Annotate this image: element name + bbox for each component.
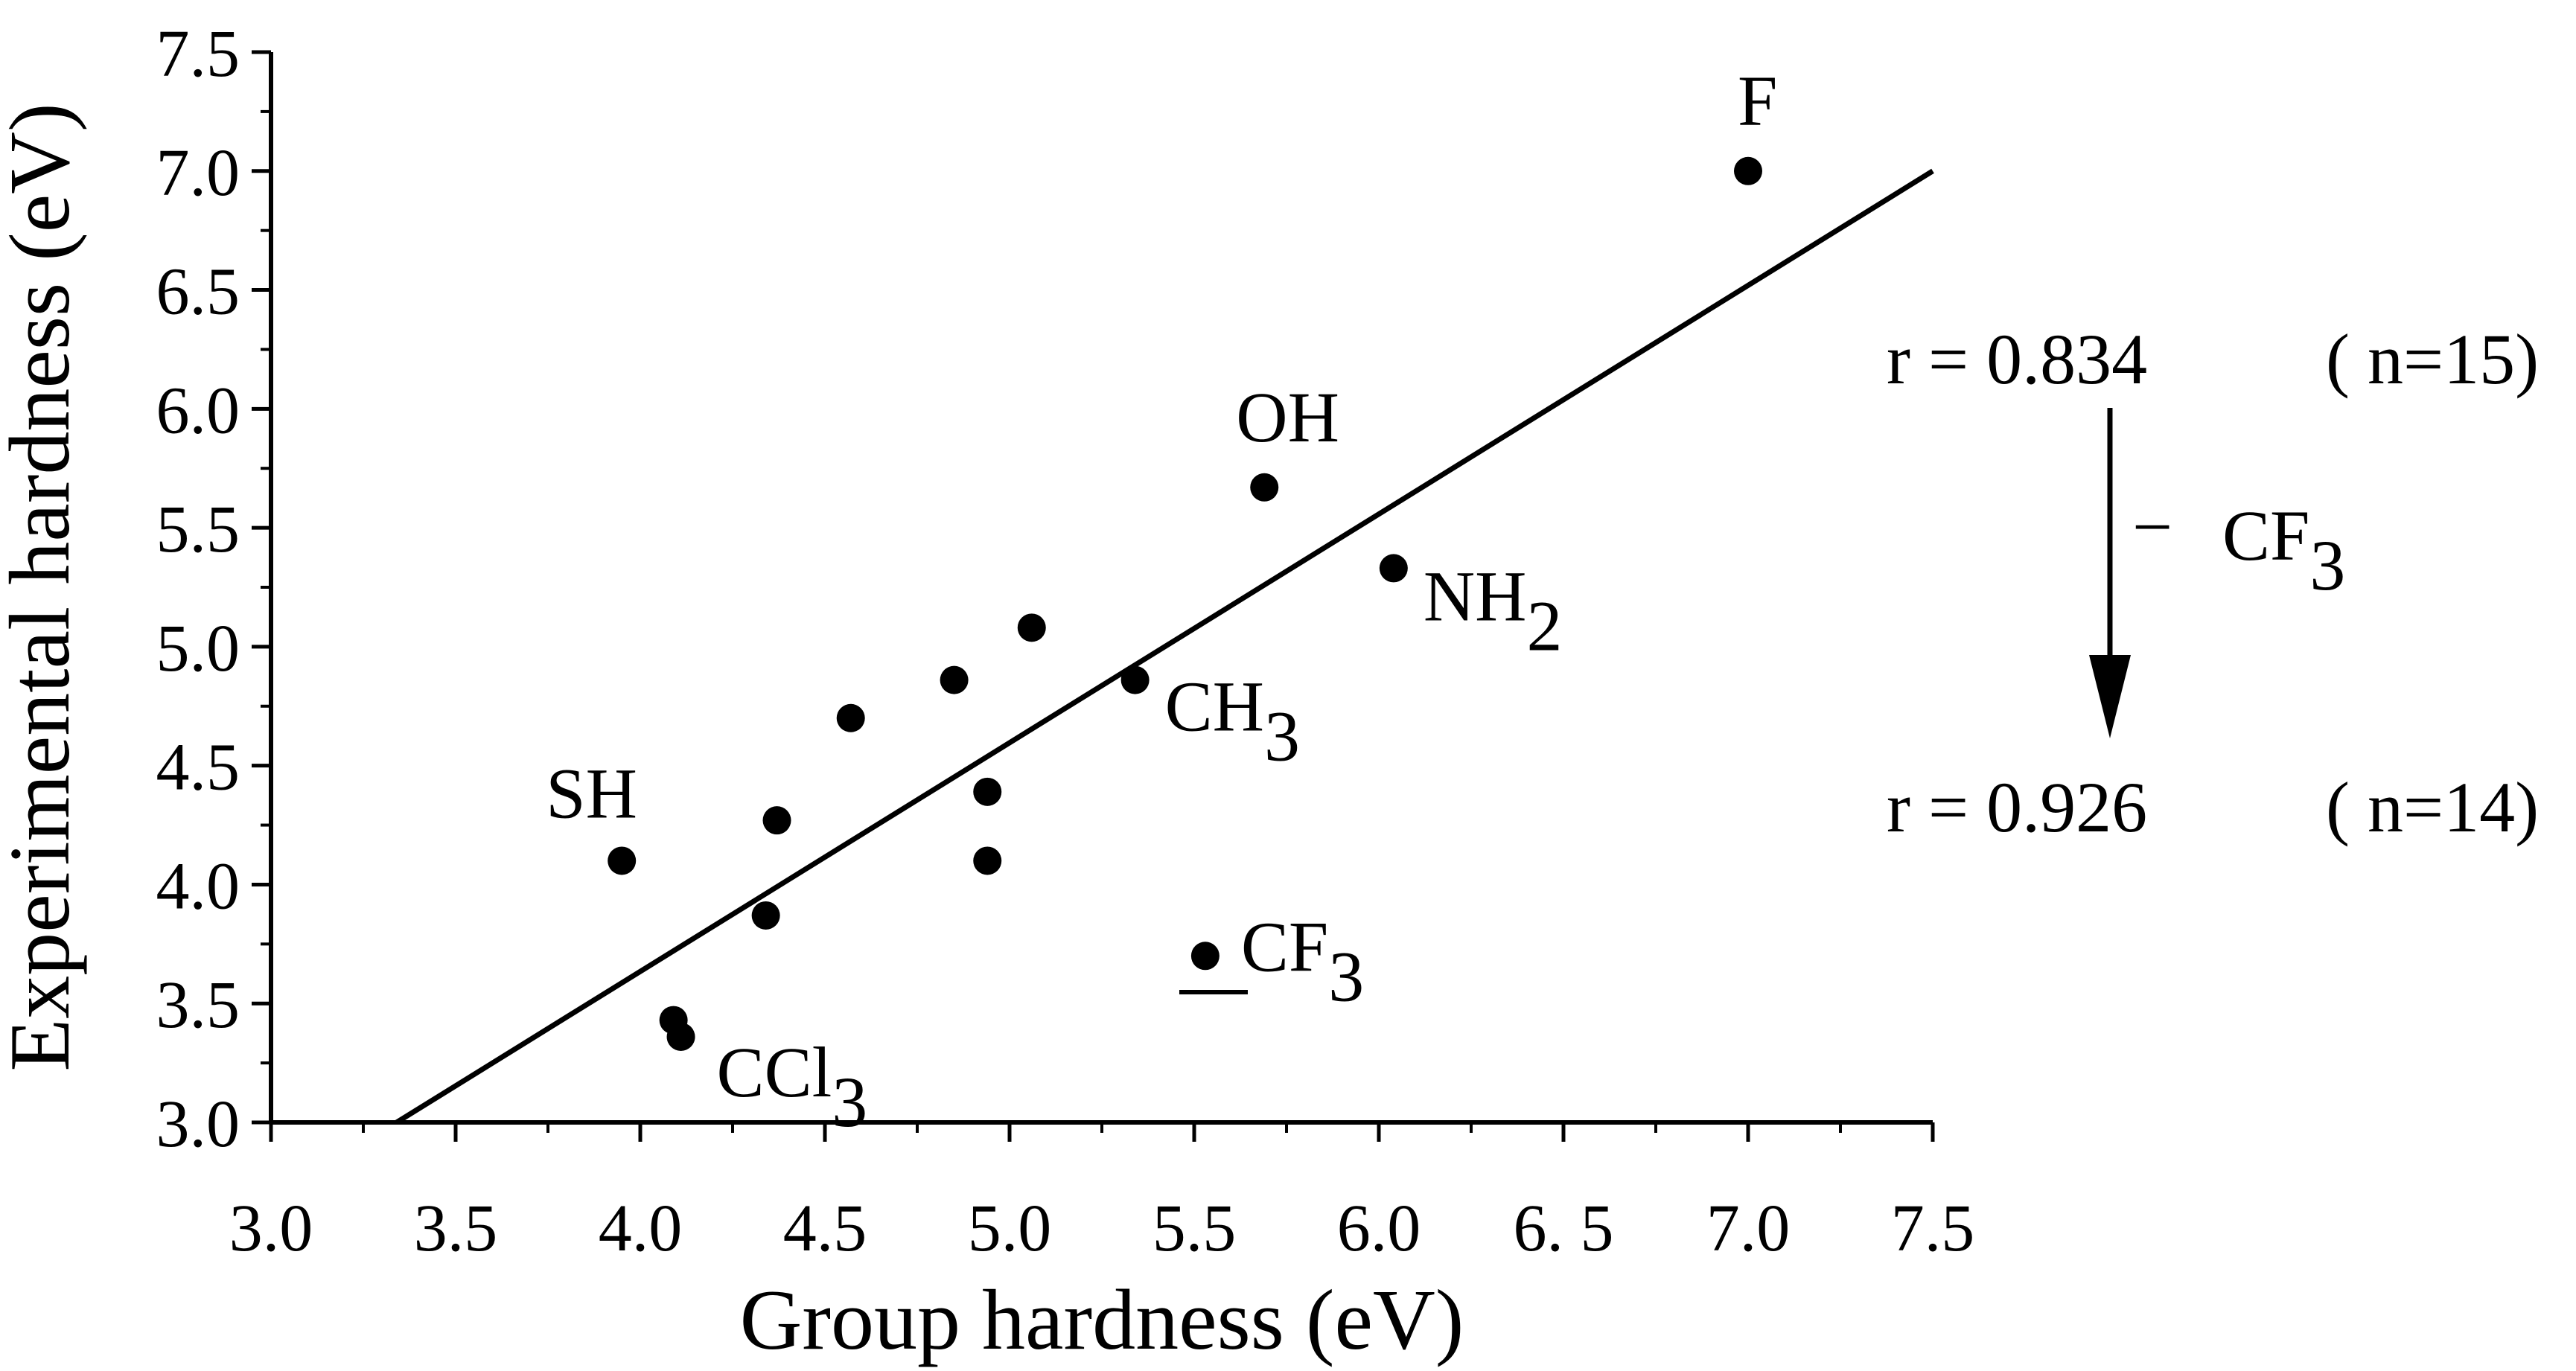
axes (269, 52, 1933, 1125)
data-point (973, 777, 1002, 806)
x-tick-label: 7.5 (1891, 1192, 1975, 1265)
data-point (940, 665, 969, 694)
data-point (751, 901, 780, 930)
y-tick-label: 4.5 (156, 731, 240, 805)
point-label: F (1738, 61, 1777, 141)
x-tick-label: 4.0 (599, 1192, 683, 1265)
n-after-label: ( n=14) (2326, 767, 2539, 847)
n-before-label: ( n=15) (2326, 319, 2539, 399)
removed-group-subscript: 3 (2309, 525, 2345, 605)
y-tick-label: 7.0 (156, 136, 240, 210)
point-label: CCl3 (717, 1032, 868, 1142)
data-point (1017, 613, 1046, 642)
x-axis-label: Group hardness (eV) (740, 1273, 1464, 1368)
point-label: SH (546, 753, 637, 833)
y-tick-label: 6.5 (156, 255, 240, 329)
y-tick-label: 5.0 (156, 612, 240, 686)
point-label: CF3 (1241, 907, 1364, 1016)
x-tick-label: 6. 5 (1514, 1192, 1614, 1265)
x-tick-label: 5.0 (968, 1192, 1052, 1265)
y-tick-label: 6.0 (156, 374, 240, 447)
removed-group-label: CF3 (2222, 496, 2345, 605)
y-tick-label: 7.5 (156, 17, 240, 91)
data-point (659, 1006, 688, 1035)
data-point (836, 703, 865, 732)
removed-prefix: − (2132, 487, 2172, 566)
data-point (608, 846, 637, 875)
data-point (1250, 473, 1279, 502)
removed-group-base: CF (2222, 496, 2309, 575)
data-point (1120, 665, 1150, 694)
data-point (1734, 156, 1762, 185)
y-axis-label: Experimental hardness (eV) (0, 103, 88, 1071)
point-labels: F OH NH2 CH3 CF3 SH CCl3 (546, 61, 1777, 1142)
fit-line (395, 168, 1934, 1125)
y-tick-label: 3.0 (156, 1087, 240, 1161)
tick-labels: 3.0 3.5 4.0 4.5 5.0 5.5 6.0 6. 5 7.0 7.5 3.0 3.5 4.0… (156, 17, 1975, 1265)
x-tick-label: 7.0 (1706, 1192, 1791, 1265)
x-tick-label: 6.0 (1337, 1192, 1421, 1265)
data-point (1190, 942, 1220, 971)
point-label: NH2 (1424, 556, 1563, 665)
x-tick-label: 5.5 (1152, 1192, 1237, 1265)
point-label: OH (1236, 377, 1339, 457)
correlation-annotation: r = 0.834 ( n=15) − CF3 r = 0.926 ( n=14… (1887, 319, 2539, 847)
y-tick-label: 3.5 (156, 968, 240, 1042)
r-before-label: r = 0.834 (1887, 319, 2147, 399)
r-after-label: r = 0.926 (1887, 767, 2147, 847)
ticks (252, 50, 1935, 1142)
point-label: CH3 (1165, 667, 1300, 776)
data-point (762, 806, 791, 835)
arrow-head (2089, 655, 2131, 738)
x-tick-label: 3.5 (414, 1192, 498, 1265)
x-tick-label: 4.5 (783, 1192, 867, 1265)
y-tick-label: 4.0 (156, 849, 240, 923)
data-points (608, 156, 1762, 1051)
data-point (1379, 554, 1408, 583)
x-tick-label: 3.0 (229, 1192, 313, 1265)
data-point (973, 846, 1002, 875)
y-tick-label: 5.5 (156, 493, 240, 566)
